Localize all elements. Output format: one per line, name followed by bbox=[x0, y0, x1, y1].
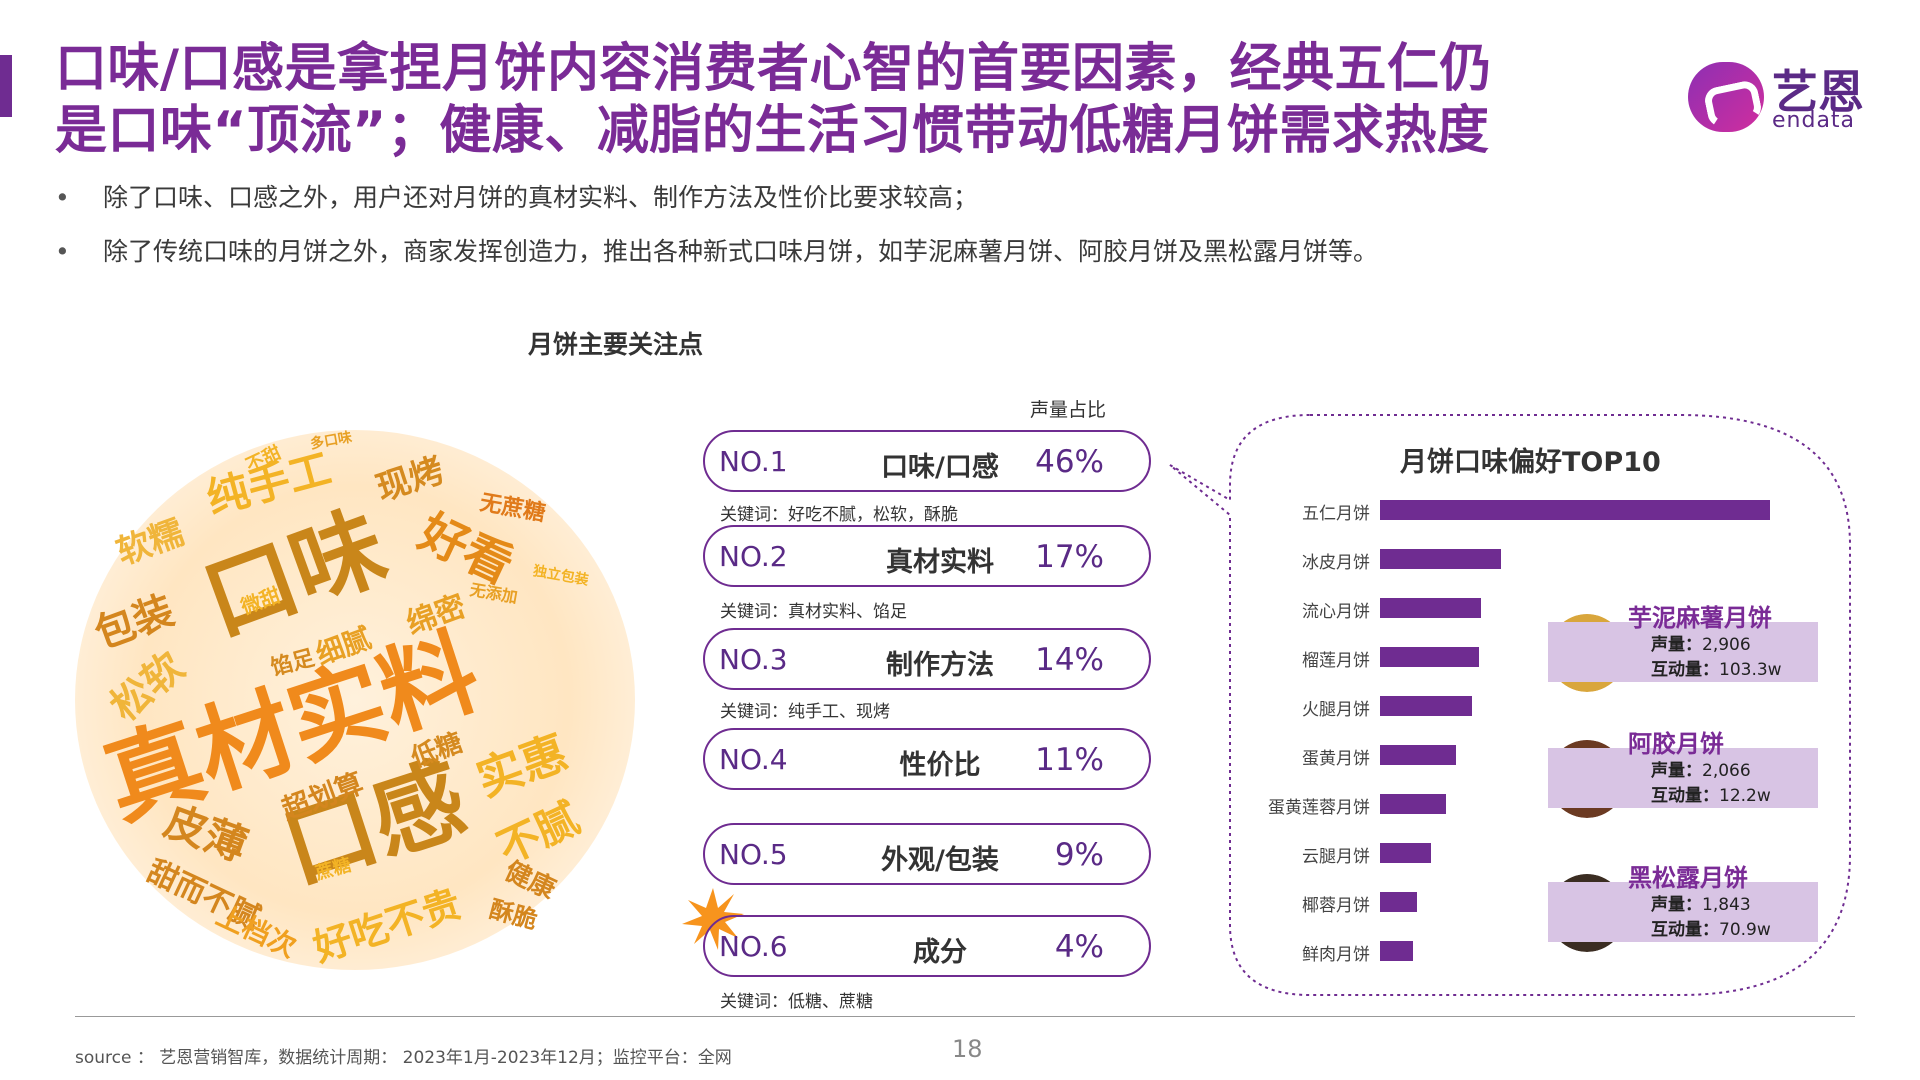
bar bbox=[1380, 843, 1431, 863]
bar bbox=[1380, 647, 1479, 667]
bullet-list: 除了口味、口感之外，用户还对月饼的真材实料、制作方法及性价比要求较高； 除了传统… bbox=[55, 178, 1755, 286]
rank-name: 成分 bbox=[913, 937, 967, 968]
footer-divider bbox=[75, 1016, 1855, 1017]
bar bbox=[1380, 500, 1770, 520]
rank-number: NO.1 bbox=[719, 445, 788, 478]
cloud-word: 无添加 bbox=[468, 579, 520, 608]
rank-percent: 46% bbox=[1035, 444, 1104, 480]
highlight-box bbox=[1548, 748, 1818, 808]
endata-logo: 艺恩 endata bbox=[1688, 52, 1888, 142]
speech-bubble bbox=[1169, 414, 1851, 996]
title-line-1: 口味/口感是拿捏月饼内容消费者心智的首要因素，经典五仁仍 bbox=[55, 39, 1492, 99]
highlight-interaction: 互动量：103.3w bbox=[1651, 660, 1782, 680]
highlight-volume: 声量：2,066 bbox=[1651, 761, 1751, 781]
highlight-volume: 声量：2,906 bbox=[1651, 635, 1751, 655]
rank-item: NO.3 制作方法 14% bbox=[703, 628, 1151, 690]
rank-keywords: 关键词：真材实料、馅足 bbox=[720, 602, 907, 622]
rank-item: NO.2 真材实料 17% bbox=[703, 525, 1151, 587]
bar-label: 五仁月饼 bbox=[1302, 504, 1370, 524]
rank-name: 口味/口感 bbox=[881, 452, 999, 483]
bar bbox=[1380, 696, 1472, 716]
rank-number: NO.3 bbox=[719, 643, 788, 676]
rank-name: 真材实料 bbox=[886, 547, 994, 578]
title-line-2: 是口味“顶流”；健康、减脂的生活习惯带动低糖月饼需求热度 bbox=[55, 101, 1490, 161]
rank-keywords: 关键词：低糖、蔗糖 bbox=[720, 992, 873, 1012]
share-column-header: 声量占比 bbox=[1030, 399, 1107, 421]
word-cloud: 真材实料 口味 口感 纯手工 现烤 好看 软糯 包装 松软 绵密 实惠 不腻 皮… bbox=[75, 429, 635, 970]
highlight-interaction: 互动量：12.2w bbox=[1651, 786, 1771, 806]
rank-percent: 14% bbox=[1035, 642, 1104, 678]
rank-number: NO.6 bbox=[719, 930, 788, 963]
bar-label: 流心月饼 bbox=[1302, 602, 1370, 622]
rank-item: NO.5 外观/包装 9% bbox=[703, 823, 1151, 885]
bar bbox=[1380, 549, 1501, 569]
logo-mark-icon bbox=[1688, 62, 1764, 132]
rank-name: 外观/包装 bbox=[881, 845, 999, 876]
highlight-box bbox=[1548, 882, 1818, 942]
bar-label: 云腿月饼 bbox=[1302, 847, 1370, 867]
rank-number: NO.5 bbox=[719, 838, 788, 871]
bar bbox=[1380, 941, 1413, 961]
rank-number: NO.4 bbox=[719, 743, 788, 776]
bar bbox=[1380, 892, 1417, 912]
bar bbox=[1380, 598, 1481, 618]
highlight-name: 芋泥麻薯月饼 bbox=[1628, 604, 1772, 632]
bar bbox=[1380, 794, 1446, 814]
bullet-item: 除了传统口味的月饼之外，商家发挥创造力，推出各种新式口味月饼，如芋泥麻薯月饼、阿… bbox=[55, 232, 1755, 286]
cloud-word: 独立包装 bbox=[531, 563, 590, 589]
logo-chinese: 艺恩 bbox=[1772, 65, 1864, 119]
cloud-word: 多口味 bbox=[309, 429, 354, 453]
bar-label: 冰皮月饼 bbox=[1302, 553, 1370, 573]
rank-percent: 4% bbox=[1054, 929, 1104, 965]
source-note: source ： 艺恩营销智库，数据统计周期： 2023年1月-2023年12月… bbox=[75, 1048, 732, 1068]
starburst-icon bbox=[682, 888, 744, 950]
rank-number: NO.2 bbox=[719, 540, 788, 573]
cloud-word: 软糯 bbox=[111, 512, 189, 574]
rank-percent: 17% bbox=[1035, 539, 1104, 575]
page-title: 口味/口感是拿捏月饼内容消费者心智的首要因素，经典五仁仍 是口味“顶流”；健康、… bbox=[55, 38, 1655, 162]
rank-name: 制作方法 bbox=[886, 650, 994, 681]
bar-label: 椰蓉月饼 bbox=[1302, 896, 1370, 916]
rank-item: NO.1 口味/口感 46% bbox=[703, 430, 1151, 492]
highlight-volume: 声量：1,843 bbox=[1651, 895, 1751, 915]
section-title: 月饼主要关注点 bbox=[528, 330, 704, 359]
rank-item: NO.4 性价比 11% bbox=[703, 728, 1151, 790]
page-number: 18 bbox=[952, 1035, 983, 1063]
bullet-item: 除了口味、口感之外，用户还对月饼的真材实料、制作方法及性价比要求较高； bbox=[55, 178, 1755, 232]
logo-english: endata bbox=[1772, 108, 1856, 133]
rank-keywords: 关键词：纯手工、现烤 bbox=[720, 702, 890, 722]
highlight-box bbox=[1548, 622, 1818, 682]
rank-keywords: 关键词：好吃不腻，松软，酥脆 bbox=[720, 505, 958, 525]
rank-item: NO.6 成分 4% bbox=[703, 915, 1151, 977]
bar bbox=[1380, 745, 1456, 765]
title-accent-bar bbox=[0, 55, 12, 117]
rank-name: 性价比 bbox=[899, 750, 981, 781]
bar-label: 蛋黄莲蓉月饼 bbox=[1268, 798, 1370, 818]
highlight-name: 阿胶月饼 bbox=[1628, 730, 1724, 758]
bar-label: 鲜肉月饼 bbox=[1302, 945, 1370, 965]
bar-label: 榴莲月饼 bbox=[1302, 651, 1370, 671]
top10-chart-title: 月饼口味偏好TOP10 bbox=[1400, 447, 1661, 478]
bar-label: 蛋黄月饼 bbox=[1302, 749, 1370, 769]
bar-label: 火腿月饼 bbox=[1302, 700, 1370, 720]
highlight-interaction: 互动量：70.9w bbox=[1651, 920, 1771, 940]
rank-percent: 11% bbox=[1035, 742, 1104, 778]
rank-percent: 9% bbox=[1054, 837, 1104, 873]
highlight-name: 黑松露月饼 bbox=[1628, 864, 1748, 892]
